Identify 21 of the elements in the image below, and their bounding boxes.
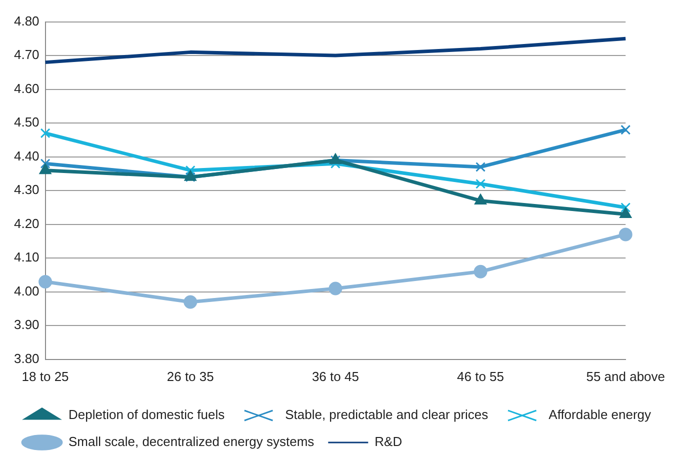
x-tick-label: 18 to 25: [22, 368, 69, 384]
y-tick-label: 4.20: [14, 216, 40, 231]
y-tick-label: 4.00: [14, 283, 40, 298]
legend-label: R&D: [374, 434, 402, 450]
y-tick-label: 4.10: [14, 250, 40, 265]
legend-label: Depletion of domestic fuels: [68, 407, 226, 422]
y-tick-label: 3.80: [14, 350, 40, 366]
legend-label: Stable, predictable and clear prices: [285, 407, 489, 422]
x-tick-label: 26 to 35: [166, 368, 214, 384]
legend-label: Small scale, decentralized energy systems: [68, 434, 315, 450]
y-tick-label: 4.70: [14, 47, 40, 62]
y-tick-label: 3.90: [14, 317, 40, 332]
y-tick-label: 4.40: [14, 148, 40, 164]
y-tick-label: 4.30: [14, 182, 40, 198]
legend-label: Affordable energy: [548, 407, 652, 422]
y-tick-label: 4.80: [14, 13, 40, 28]
x-tick-label: 46 to 55: [457, 368, 504, 384]
x-tick-label: 55 and above: [586, 368, 665, 384]
y-tick-label: 4.60: [14, 80, 40, 96]
y-tick-label: 4.50: [14, 114, 40, 130]
x-tick-label: 36 to 45: [312, 368, 359, 384]
